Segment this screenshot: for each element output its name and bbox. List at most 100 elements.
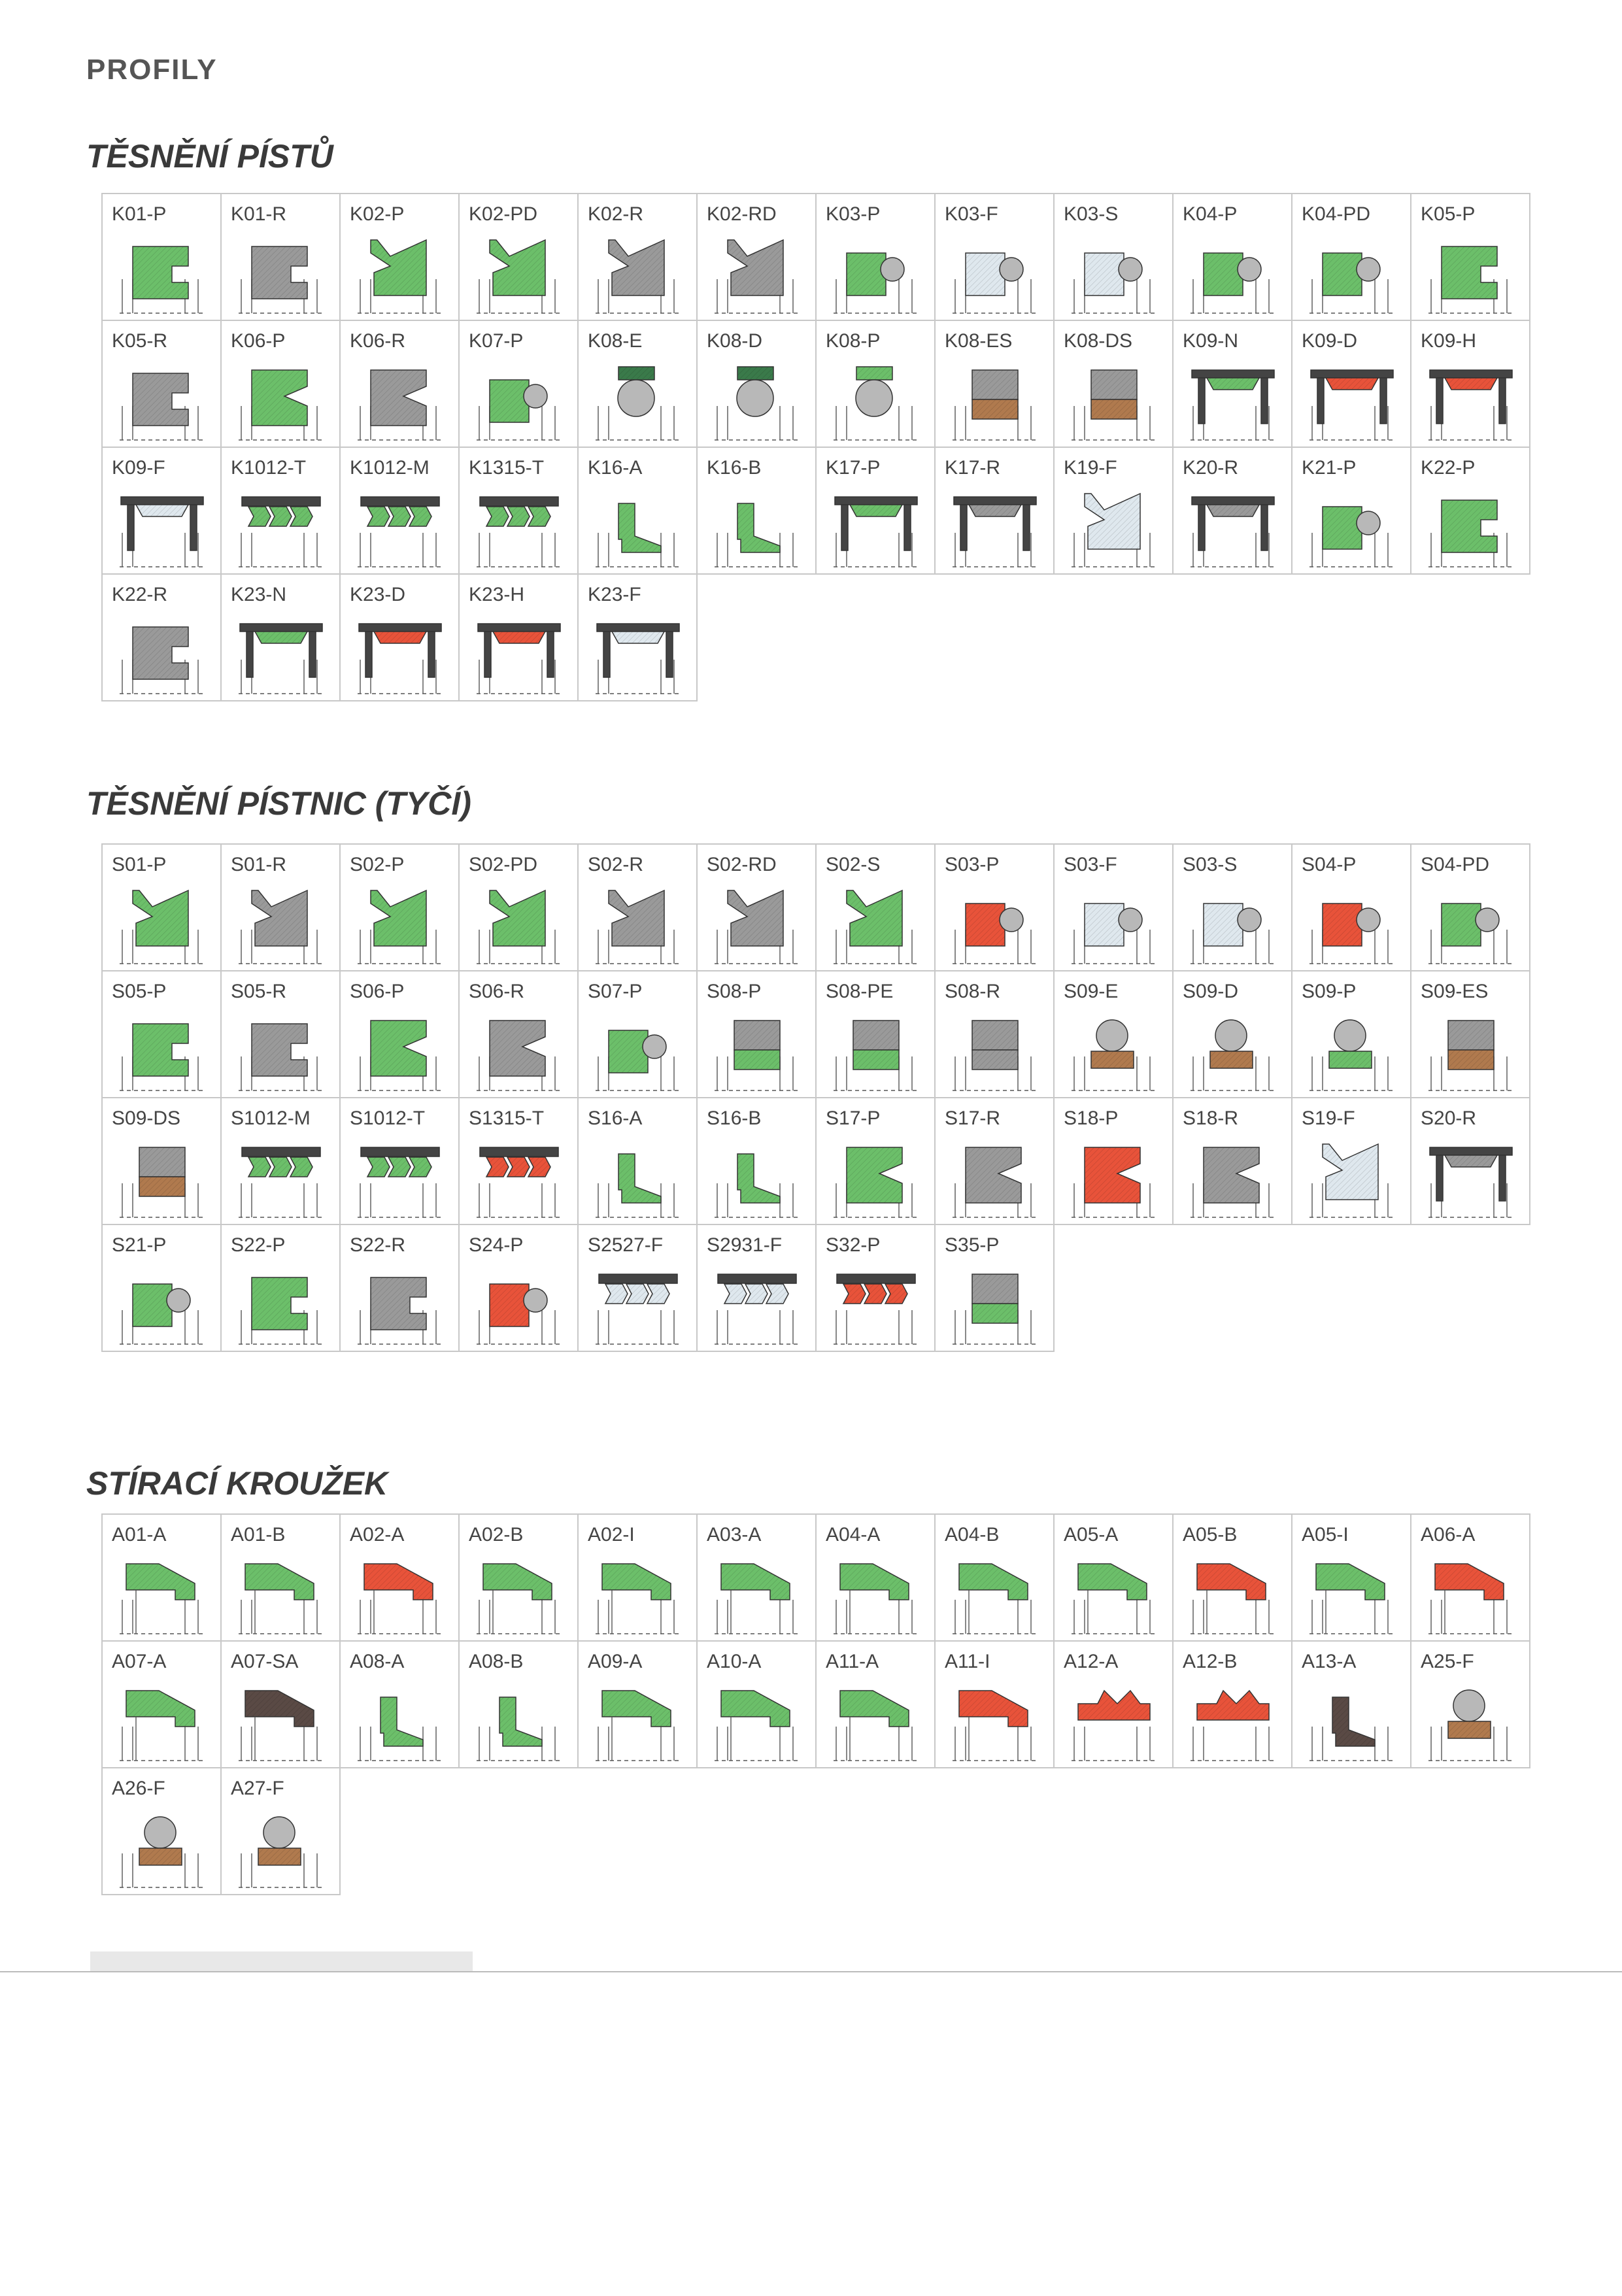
profile-cell: A08-A bbox=[341, 1642, 460, 1768]
profile-drawing bbox=[834, 1274, 919, 1345]
profile-drawing bbox=[596, 623, 681, 694]
profile-drawing bbox=[834, 496, 919, 567]
profile-cell: A05-I bbox=[1293, 1515, 1411, 1642]
profile-drawing bbox=[477, 496, 562, 567]
profile-code: S1012-M bbox=[231, 1107, 311, 1129]
profile-cell: A05-A bbox=[1055, 1515, 1174, 1642]
profile-drawing bbox=[1072, 1019, 1157, 1091]
profile-code: A02-I bbox=[588, 1524, 635, 1545]
profile-code: K08-D bbox=[707, 330, 763, 352]
profile-cell: K01-P bbox=[103, 194, 222, 321]
profile-drawing bbox=[1072, 369, 1157, 441]
profile-cell: S32-P bbox=[817, 1225, 936, 1352]
profile-cell: A25-F bbox=[1411, 1642, 1530, 1768]
profile-drawing bbox=[715, 1563, 800, 1634]
profile-code: K02-RD bbox=[707, 203, 777, 225]
profile-drawing bbox=[715, 1153, 800, 1218]
profile-drawing bbox=[1191, 252, 1276, 314]
profile-drawing bbox=[834, 366, 919, 441]
profile-drawing bbox=[120, 496, 205, 567]
profile-drawing bbox=[834, 889, 919, 964]
profile-code: K21-P bbox=[1302, 457, 1357, 479]
profile-code: K22-P bbox=[1421, 457, 1476, 479]
profile-drawing bbox=[358, 1697, 443, 1761]
profile-cell: K04-PD bbox=[1293, 194, 1411, 321]
profile-cell: K23-F bbox=[579, 575, 698, 701]
profile-drawing bbox=[358, 1020, 443, 1091]
profile-code: S16-A bbox=[588, 1107, 643, 1129]
profile-cell: A02-A bbox=[341, 1515, 460, 1642]
profile-drawing bbox=[1309, 506, 1394, 567]
profile-drawing bbox=[596, 1030, 681, 1091]
profile-code: S1315-T bbox=[469, 1107, 545, 1129]
profile-code: S2931-F bbox=[707, 1234, 783, 1256]
profile-drawing bbox=[596, 239, 681, 314]
profile-cell: K08-P bbox=[817, 321, 936, 448]
profile-drawing bbox=[120, 626, 205, 694]
profile-cell: S18-R bbox=[1174, 1098, 1293, 1225]
profile-drawing bbox=[120, 1563, 205, 1634]
profile-drawing bbox=[1309, 903, 1394, 964]
profile-cell: A05-B bbox=[1174, 1515, 1293, 1642]
profile-drawing bbox=[1428, 1020, 1513, 1091]
profile-cell: S01-P bbox=[103, 845, 222, 971]
profile-code: A01-B bbox=[231, 1524, 286, 1545]
profile-drawing bbox=[1428, 903, 1513, 964]
profile-drawing bbox=[477, 1563, 562, 1634]
profile-code: A05-I bbox=[1302, 1524, 1349, 1545]
profile-drawing bbox=[477, 889, 562, 964]
profile-cell: K09-D bbox=[1293, 321, 1411, 448]
profile-cell: S09-DS bbox=[103, 1098, 222, 1225]
profile-code: A07-A bbox=[112, 1651, 167, 1672]
profile-cell: S06-R bbox=[460, 971, 579, 1098]
profile-code: A05-B bbox=[1183, 1524, 1238, 1545]
profile-drawing bbox=[1191, 1563, 1276, 1634]
profile-cell: K09-F bbox=[103, 448, 222, 575]
profile-cell: K23-H bbox=[460, 575, 579, 701]
profile-cell: S35-P bbox=[936, 1225, 1055, 1352]
profile-cell: K03-P bbox=[817, 194, 936, 321]
profile-row: K22-R K23-N K23-D K23-H K23-F bbox=[103, 575, 1530, 701]
profile-cell: A04-A bbox=[817, 1515, 936, 1642]
profile-drawing bbox=[834, 1563, 919, 1634]
profile-code: A11-A bbox=[826, 1651, 879, 1672]
profile-cell: S02-RD bbox=[698, 845, 817, 971]
profile-code: K09-D bbox=[1302, 330, 1358, 352]
profile-cell: S08-R bbox=[936, 971, 1055, 1098]
profile-cell: A12-A bbox=[1055, 1642, 1174, 1768]
profile-drawing bbox=[953, 1020, 1038, 1091]
profile-row: A01-A A01-B A02-A A02-B A02-I A03-A A04-A A04-B… bbox=[103, 1515, 1530, 1642]
profile-code: K16-A bbox=[588, 457, 643, 479]
profile-code: A08-A bbox=[350, 1651, 405, 1672]
profile-drawing bbox=[953, 252, 1038, 314]
profile-cell: S07-P bbox=[579, 971, 698, 1098]
profile-drawing bbox=[1309, 252, 1394, 314]
profile-code: K16-B bbox=[707, 457, 762, 479]
profile-cell: A26-F bbox=[103, 1768, 222, 1895]
profile-cell: A08-B bbox=[460, 1642, 579, 1768]
profile-cell: S05-R bbox=[222, 971, 341, 1098]
profile-cell: S02-R bbox=[579, 845, 698, 971]
profile-code: A27-F bbox=[231, 1778, 284, 1799]
profile-drawing bbox=[239, 1563, 324, 1634]
profile-drawing bbox=[120, 1147, 205, 1218]
profile-code: S02-R bbox=[588, 854, 644, 875]
profile-drawing bbox=[596, 366, 681, 441]
profile-code: K09-H bbox=[1421, 330, 1477, 352]
profile-drawing bbox=[120, 889, 205, 964]
profile-code: S2527-F bbox=[588, 1234, 664, 1256]
profile-code: A12-B bbox=[1183, 1651, 1238, 1672]
profile-code: S16-B bbox=[707, 1107, 762, 1129]
profile-code: S02-P bbox=[350, 854, 405, 875]
profile-drawing bbox=[1191, 369, 1276, 441]
profile-drawing bbox=[953, 903, 1038, 964]
profile-cell: K23-N bbox=[222, 575, 341, 701]
profile-drawing bbox=[1072, 492, 1157, 567]
profile-drawing bbox=[715, 1690, 800, 1761]
profile-cell: S03-P bbox=[936, 845, 1055, 971]
profile-drawing bbox=[120, 1816, 205, 1888]
profile-drawing bbox=[715, 889, 800, 964]
profile-code: S03-S bbox=[1183, 854, 1238, 875]
profile-cell: A11-A bbox=[817, 1642, 936, 1768]
profile-code: S35-P bbox=[945, 1234, 1000, 1256]
